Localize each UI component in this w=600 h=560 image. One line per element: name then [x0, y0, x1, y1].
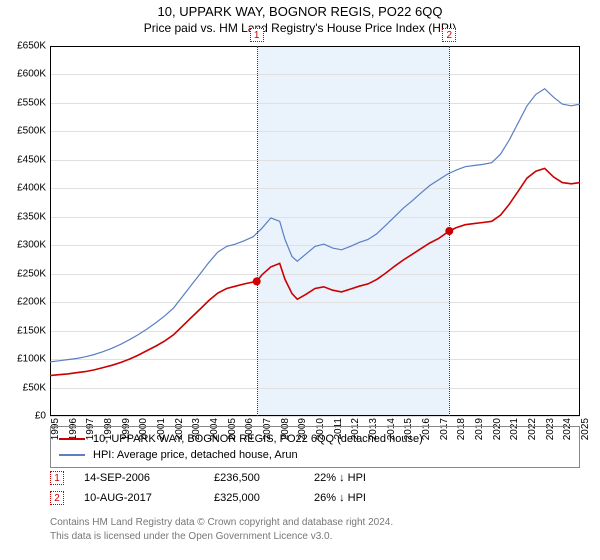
sale-marker-2: 2 [50, 491, 64, 505]
ytick-label: £400K [17, 183, 46, 194]
sale-vline [449, 46, 450, 416]
sales-row-1: 1 14-SEP-2006 £236,500 22% ↓ HPI [50, 468, 580, 488]
sales-table: 1 14-SEP-2006 £236,500 22% ↓ HPI 2 10-AU… [50, 468, 580, 508]
legend-item-hpi: HPI: Average price, detached house, Arun [59, 447, 571, 463]
ytick-label: £0 [35, 411, 46, 422]
ytick-label: £250K [17, 268, 46, 279]
ytick-label: £300K [17, 240, 46, 251]
xtick-label: 2025 [580, 418, 591, 440]
ytick-label: £650K [17, 41, 46, 52]
ytick-label: £200K [17, 297, 46, 308]
price-chart: £0£50K£100K£150K£200K£250K£300K£350K£400… [50, 46, 580, 416]
ytick-label: £600K [17, 69, 46, 80]
sale-price-2: £325,000 [214, 492, 314, 504]
ytick-label: £50K [23, 382, 46, 393]
sale-diff-2: 26% ↓ HPI [314, 492, 580, 504]
chart-svg [50, 46, 580, 416]
sales-row-2: 2 10-AUG-2017 £325,000 26% ↓ HPI [50, 488, 580, 508]
sale-marker-1: 1 [50, 471, 64, 485]
page-root: 10, UPPARK WAY, BOGNOR REGIS, PO22 6QQ P… [0, 0, 600, 560]
sale-date-2: 10-AUG-2017 [84, 492, 214, 504]
footer: Contains HM Land Registry data © Crown c… [50, 516, 580, 543]
sale-marker-box: 2 [442, 28, 456, 42]
sale-marker-box: 1 [250, 28, 264, 42]
legend-label-property: 10, UPPARK WAY, BOGNOR REGIS, PO22 6QQ (… [93, 433, 423, 445]
ytick-label: £150K [17, 325, 46, 336]
legend-item-property: 10, UPPARK WAY, BOGNOR REGIS, PO22 6QQ (… [59, 431, 571, 447]
title-block: 10, UPPARK WAY, BOGNOR REGIS, PO22 6QQ P… [0, 0, 600, 35]
footer-line-2: This data is licensed under the Open Gov… [50, 530, 580, 544]
legend-label-hpi: HPI: Average price, detached house, Arun [93, 449, 298, 461]
sale-diff-1: 22% ↓ HPI [314, 472, 580, 484]
title-line-1: 10, UPPARK WAY, BOGNOR REGIS, PO22 6QQ [0, 4, 600, 19]
ytick-label: £450K [17, 154, 46, 165]
legend-swatch-hpi [59, 454, 85, 456]
gridline-y [50, 416, 580, 417]
ytick-label: £500K [17, 126, 46, 137]
sale-vline [257, 46, 258, 416]
series-property [50, 168, 580, 375]
legend-swatch-property [59, 438, 85, 440]
title-line-2: Price paid vs. HM Land Registry's House … [0, 21, 600, 35]
sale-date-1: 14-SEP-2006 [84, 472, 214, 484]
legend: 10, UPPARK WAY, BOGNOR REGIS, PO22 6QQ (… [50, 426, 580, 468]
sale-price-1: £236,500 [214, 472, 314, 484]
ytick-label: £550K [17, 97, 46, 108]
footer-line-1: Contains HM Land Registry data © Crown c… [50, 516, 580, 530]
ytick-label: £350K [17, 211, 46, 222]
ytick-label: £100K [17, 354, 46, 365]
series-hpi [50, 89, 580, 362]
